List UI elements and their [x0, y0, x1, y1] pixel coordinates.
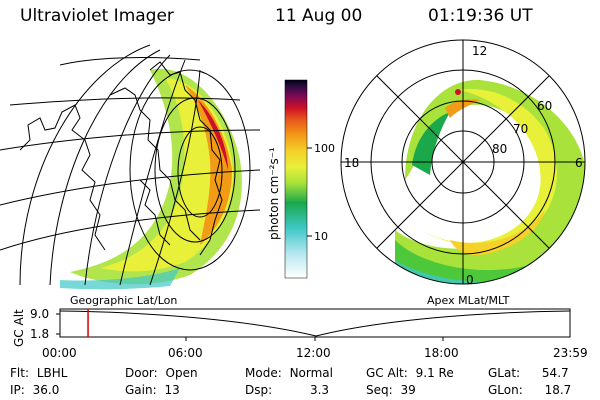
mlt-label-0: 0	[466, 273, 474, 287]
mlt-label-12: 12	[472, 44, 487, 58]
instrument-title: Ultraviolet Imager	[20, 6, 174, 26]
info-mode: Mode: Normal	[245, 366, 333, 380]
timeline-xtick: 06:00	[168, 346, 203, 360]
timeline-ytick-low: 1.8	[30, 327, 49, 341]
aurora-emission-right	[395, 79, 585, 284]
info-value: Open	[165, 366, 198, 380]
mlt-label-18: 18	[344, 156, 359, 170]
colorbar: 100 10 photon cm⁻²s⁻¹	[267, 79, 335, 279]
info-label: Door:	[125, 366, 158, 380]
mlt-label-6: 6	[575, 156, 583, 170]
colorbar-tick-100: 100	[314, 142, 335, 155]
altitude-timeline: GC Alt 9.0 1.8	[12, 307, 571, 347]
info-label: GLon:	[488, 383, 523, 397]
observation-date: 11 Aug 00	[275, 6, 363, 26]
info-label: Gain:	[125, 383, 157, 397]
info-value: 39	[400, 383, 416, 397]
timeline-xtick: 18:00	[424, 346, 459, 360]
info-label: IP:	[10, 383, 25, 397]
apex-panel-label: Apex MLat/MLT	[427, 294, 510, 307]
colorbar-unit-label: photon cm⁻²s⁻¹	[267, 147, 281, 240]
info-filter: Flt: LBHL	[10, 366, 67, 380]
info-value: LBHL	[36, 366, 68, 380]
info-value: 36.0	[32, 383, 60, 397]
info-gc-alt: GC Alt: 9.1 Re	[366, 366, 454, 380]
polar-map: 12 18 6 0 60 70 80	[340, 39, 586, 287]
info-value: 13	[164, 383, 180, 397]
geographic-panel-label: Geographic Lat/Lon	[70, 294, 178, 307]
info-label: Seq:	[366, 383, 393, 397]
info-label: Dsp:	[245, 383, 273, 397]
info-value: 3.3	[309, 383, 330, 397]
info-glon: GLon: 18.7	[488, 383, 571, 397]
lat-label-60: 60	[537, 99, 552, 113]
info-seq: Seq: 39	[366, 383, 416, 397]
timeline-ylabel: GC Alt	[12, 309, 26, 347]
observation-time: 01:19:36 UT	[428, 6, 533, 26]
info-gain: Gain: 13	[125, 383, 180, 397]
info-glat: GLat: 54.7	[488, 366, 569, 380]
info-value: 54.7	[541, 366, 569, 380]
colorbar-tick-10: 10	[314, 230, 328, 243]
timeline-xtick: 00:00	[42, 346, 77, 360]
info-door: Door: Open	[125, 366, 198, 380]
info-dsp: Dsp: 3.3	[245, 383, 329, 397]
info-value: 18.7	[544, 383, 572, 397]
timeline-xtick: 12:00	[296, 346, 331, 360]
lat-label-80: 80	[492, 142, 507, 156]
timeline-ytick-high: 9.0	[30, 307, 49, 321]
info-ip: IP: 36.0	[10, 383, 59, 397]
info-label: Mode:	[245, 366, 282, 380]
info-value: Normal	[289, 366, 333, 380]
info-value: 9.1 Re	[415, 366, 454, 380]
info-label: GC Alt:	[366, 366, 408, 380]
info-label: GLat:	[488, 366, 521, 380]
timeline-xtick: 23:59	[553, 346, 588, 360]
lat-label-70: 70	[513, 122, 528, 136]
info-label: Flt:	[10, 366, 29, 380]
geographic-map	[0, 44, 260, 290]
